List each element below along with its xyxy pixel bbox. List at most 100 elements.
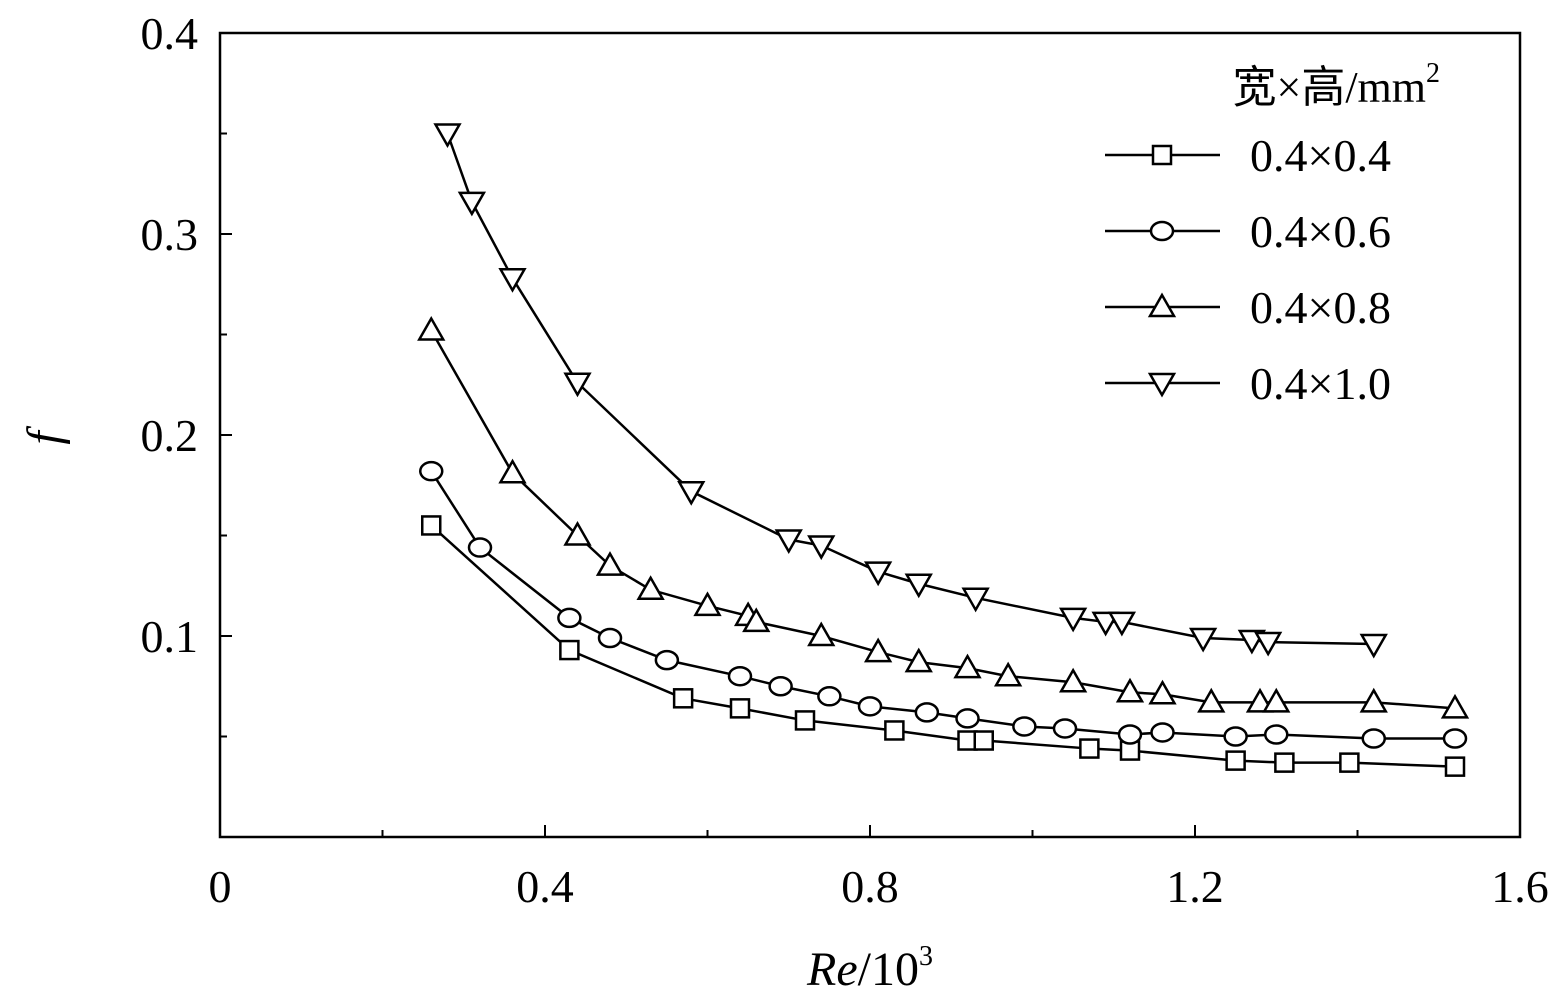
legend-label: 0.4×0.8: [1250, 282, 1391, 333]
data-point: [559, 639, 580, 661]
data-point: [955, 708, 980, 729]
x-tick-label: 1.2: [1166, 861, 1224, 912]
data-point: [1440, 693, 1470, 719]
series-triangle-down: [433, 123, 1388, 659]
x-axis-label-italic: Re: [806, 943, 858, 996]
axis-tick-labels: 0 0.4 0.8 1.2 1.6 0.1 0.2 0.3 0.4: [141, 8, 1549, 912]
data-point: [1444, 756, 1466, 777]
legend-marker: [1151, 144, 1173, 166]
data-point: [693, 591, 722, 617]
data-point: [729, 698, 751, 719]
data-point: [1274, 752, 1295, 773]
data-point: [904, 573, 933, 599]
legend-label: 0.4×0.4: [1250, 130, 1391, 181]
data-point: [863, 637, 893, 663]
data-point: [1361, 728, 1386, 749]
data-point: [727, 665, 753, 687]
data-point: [904, 647, 933, 673]
data-point: [1012, 716, 1037, 737]
data-point: [636, 575, 665, 601]
data-point: [857, 696, 883, 717]
data-point: [595, 551, 625, 576]
data-point: [498, 458, 527, 484]
series-triangle-up: [417, 315, 1470, 719]
data-point: [1253, 631, 1283, 657]
data-point: [1150, 722, 1175, 743]
data-point: [914, 702, 940, 723]
x-axis-label-rest: /10: [858, 943, 919, 996]
data-point: [1188, 627, 1218, 653]
legend-label: 0.4×1.0: [1250, 358, 1391, 409]
data-point: [1107, 611, 1137, 637]
data-point: [417, 315, 446, 341]
data-point: [672, 688, 694, 709]
data-point: [1079, 738, 1100, 759]
data-point: [774, 529, 803, 555]
y-tick-label: 0.4: [141, 8, 199, 59]
data-point: [421, 515, 442, 536]
data-point: [1115, 677, 1145, 703]
legend-entry: 0.4×0.6: [1105, 206, 1391, 257]
legend-title-text: 宽×高/mm: [1233, 63, 1427, 112]
y-axis-label: f: [18, 426, 71, 445]
data-point: [1058, 607, 1088, 633]
legend-title: 宽×高/mm2: [1233, 58, 1441, 112]
data-point: [794, 710, 816, 731]
data-point: [1339, 752, 1360, 773]
x-tick-label: 0.8: [841, 861, 899, 912]
data-point: [563, 372, 592, 398]
axis-ticks: [220, 132, 1359, 837]
legend-marker: [1147, 292, 1177, 318]
legend-marker: [1149, 220, 1175, 242]
x-tick-label: 0: [209, 861, 232, 912]
data-point: [557, 607, 582, 629]
data-point: [807, 621, 836, 647]
data-point: [1223, 726, 1248, 747]
data-point: [953, 653, 982, 679]
series-circle: [419, 460, 1468, 749]
series-layer: [417, 123, 1470, 777]
legend-entry: 0.4×0.4: [1105, 130, 1391, 181]
x-axis-label: Re/103: [806, 941, 933, 996]
data-point: [961, 587, 990, 613]
data-point: [419, 460, 444, 482]
series-square: [421, 515, 1466, 777]
data-point: [1148, 679, 1177, 705]
data-point: [742, 607, 771, 633]
data-point: [884, 720, 905, 741]
data-point: [1197, 687, 1226, 713]
y-tick-label: 0.3: [141, 209, 199, 260]
data-point: [1262, 687, 1291, 713]
legend-marker: [1147, 372, 1177, 398]
legend: 宽×高/mm2 0.4×0.4 0.4×0.6 0.4×0.8 0.4×1.0: [1105, 58, 1440, 409]
data-point: [973, 730, 994, 751]
legend-label: 0.4×0.6: [1250, 206, 1391, 257]
x-tick-label: 0.4: [516, 861, 574, 912]
data-point: [1052, 718, 1078, 739]
data-point: [993, 661, 1023, 687]
data-point: [1058, 667, 1088, 693]
data-point: [1225, 750, 1246, 771]
data-point: [1359, 633, 1388, 659]
data-point: [1117, 724, 1143, 745]
data-point: [863, 561, 893, 587]
data-point: [768, 676, 793, 697]
legend-entry: 0.4×0.8: [1105, 282, 1391, 333]
data-point: [498, 267, 527, 293]
y-tick-label: 0.2: [141, 410, 199, 461]
x-tick-label: 1.6: [1491, 861, 1549, 912]
data-point: [677, 481, 706, 506]
data-point: [654, 649, 680, 671]
data-point: [1264, 724, 1289, 745]
legend-entry: 0.4×1.0: [1105, 358, 1391, 409]
y-tick-label: 0.1: [141, 611, 199, 662]
data-point: [457, 191, 487, 217]
series-line: [446, 133, 1374, 646]
legend-title-sup: 2: [1426, 58, 1440, 89]
series-line: [430, 470, 1455, 740]
x-axis-label-sup: 3: [919, 941, 933, 972]
data-point: [1442, 728, 1468, 749]
data-point: [467, 537, 493, 558]
data-point: [597, 627, 623, 649]
